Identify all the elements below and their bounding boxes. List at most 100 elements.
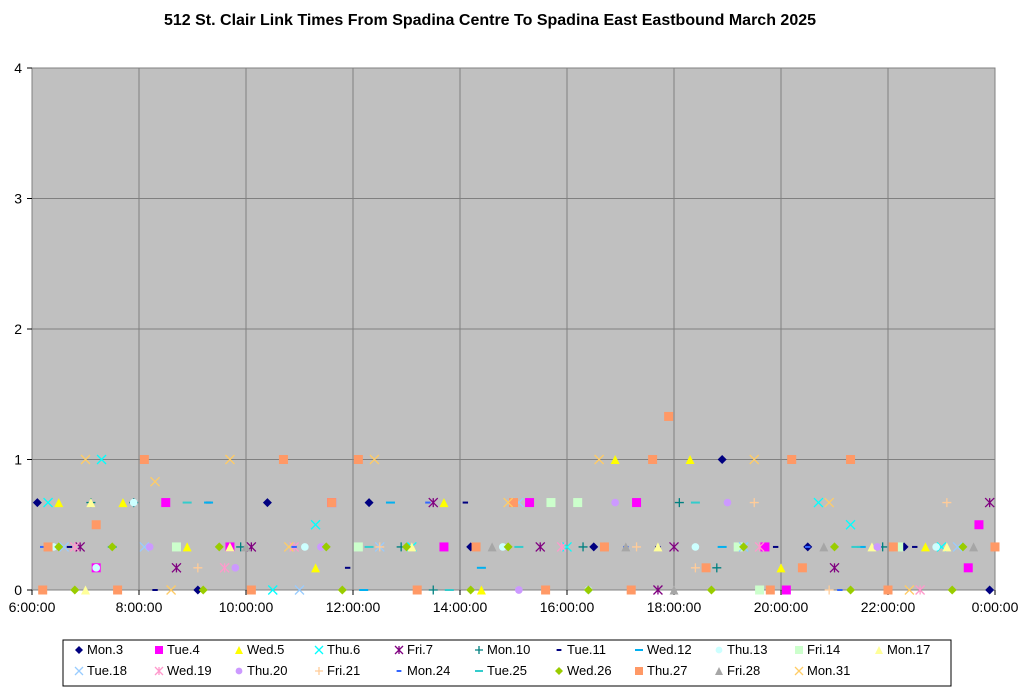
data-point (278, 455, 288, 464)
x-tick-label: 16:00:00 (540, 599, 595, 615)
data-point (353, 542, 363, 552)
legend-item: Thu.27 (635, 663, 687, 678)
legend-label: Wed.5 (247, 642, 284, 657)
data-point (214, 542, 224, 552)
data-point (690, 563, 700, 573)
legend-marker (794, 666, 804, 676)
legend-label: Thu.13 (727, 642, 767, 657)
data-point (873, 543, 882, 551)
legend-marker (875, 646, 883, 654)
legend-label: Tue.18 (87, 663, 127, 678)
data-point (942, 542, 952, 552)
legend-item: Tue.11 (556, 642, 606, 657)
legend-item: Thu.20 (235, 663, 287, 678)
data-point (246, 585, 256, 595)
legend-marker (394, 645, 404, 655)
legend-label: Tue.11 (567, 642, 606, 657)
data-point (578, 542, 588, 552)
data-point (498, 543, 507, 551)
data-point (974, 520, 984, 530)
data-point (846, 585, 856, 595)
y-tick-label: 4 (14, 60, 22, 76)
data-point (86, 498, 96, 508)
legend-label: Wed.26 (567, 663, 612, 678)
legend-marker (715, 646, 723, 654)
data-point (32, 498, 42, 508)
data-point (283, 541, 294, 552)
data-point (952, 541, 963, 552)
data-point (845, 519, 856, 530)
data-point (81, 585, 90, 595)
data-point (113, 585, 123, 595)
data-point (867, 542, 877, 552)
data-point (739, 542, 749, 552)
data-point (990, 542, 1000, 552)
data-point (920, 542, 930, 552)
data-point (963, 563, 973, 573)
data-point (632, 498, 642, 508)
legend-item: Fri.14 (795, 642, 840, 657)
data-point (760, 542, 770, 552)
data-point (829, 562, 840, 573)
data-point (824, 585, 834, 595)
data-point (733, 542, 743, 552)
legend-marker (635, 667, 643, 675)
series-Tue.25 (182, 501, 861, 591)
gridlines (32, 68, 995, 590)
legend-label: Thu.27 (647, 663, 687, 678)
data-point (262, 498, 272, 508)
data-point (439, 498, 449, 508)
data-point (942, 498, 952, 508)
data-point (224, 454, 235, 465)
legend-marker (315, 667, 323, 675)
legend-marker (715, 667, 723, 675)
legend-marker (555, 667, 563, 675)
legend-label: Mon.17 (887, 642, 930, 657)
data-point (91, 520, 101, 530)
data-point (888, 542, 898, 552)
legend-label: Wed.19 (167, 663, 212, 678)
legend: Mon.3 Tue.4 Wed.5 Thu.6 Fri.7 Mon.10 Tue.11 Wed… (74, 642, 930, 678)
data-point (556, 541, 567, 552)
x-tick-label: 0:00:00 (972, 599, 1019, 615)
data-point (171, 542, 181, 552)
legend-label: Mon.31 (807, 663, 850, 678)
data-point (819, 542, 829, 552)
data-point (353, 455, 363, 464)
data-point (626, 585, 636, 595)
x-tick-label: 20:00:00 (754, 599, 809, 615)
legend-item: Mon.3 (75, 642, 123, 657)
legend-label: Thu.20 (247, 663, 287, 678)
data-point (611, 498, 619, 507)
data-point (985, 585, 995, 595)
series-Fri.21 (193, 498, 952, 595)
legend-item: Mon.24 (396, 663, 450, 678)
series-Thu.20 (145, 498, 882, 594)
data-point (621, 542, 631, 552)
data-point (317, 543, 325, 551)
legend-item: Tue.18 (74, 663, 127, 678)
series-Fri.28 (241, 542, 979, 595)
data-point (824, 497, 835, 508)
data-point (984, 497, 995, 508)
data-point (541, 585, 551, 595)
data-point (664, 411, 674, 421)
series-Fri.14 (171, 498, 904, 595)
data-point (717, 455, 727, 464)
legend-item: Fri.28 (715, 663, 760, 678)
data-point (439, 542, 449, 552)
x-tick-label: 8:00:00 (116, 599, 163, 615)
y-tick-label: 1 (14, 452, 22, 468)
data-point (652, 585, 663, 595)
data-point (509, 498, 518, 508)
data-point (402, 542, 411, 552)
data-point (369, 454, 380, 465)
data-point (193, 563, 203, 573)
data-point (674, 498, 684, 508)
data-point (80, 454, 91, 465)
x-axis-ticks: 6:00:00 8:00:00 10:00:00 12:00:00 14:00:00 16… (9, 590, 1019, 615)
data-point (364, 498, 374, 508)
data-point (139, 455, 149, 464)
data-point (118, 498, 128, 508)
data-point (765, 585, 775, 595)
